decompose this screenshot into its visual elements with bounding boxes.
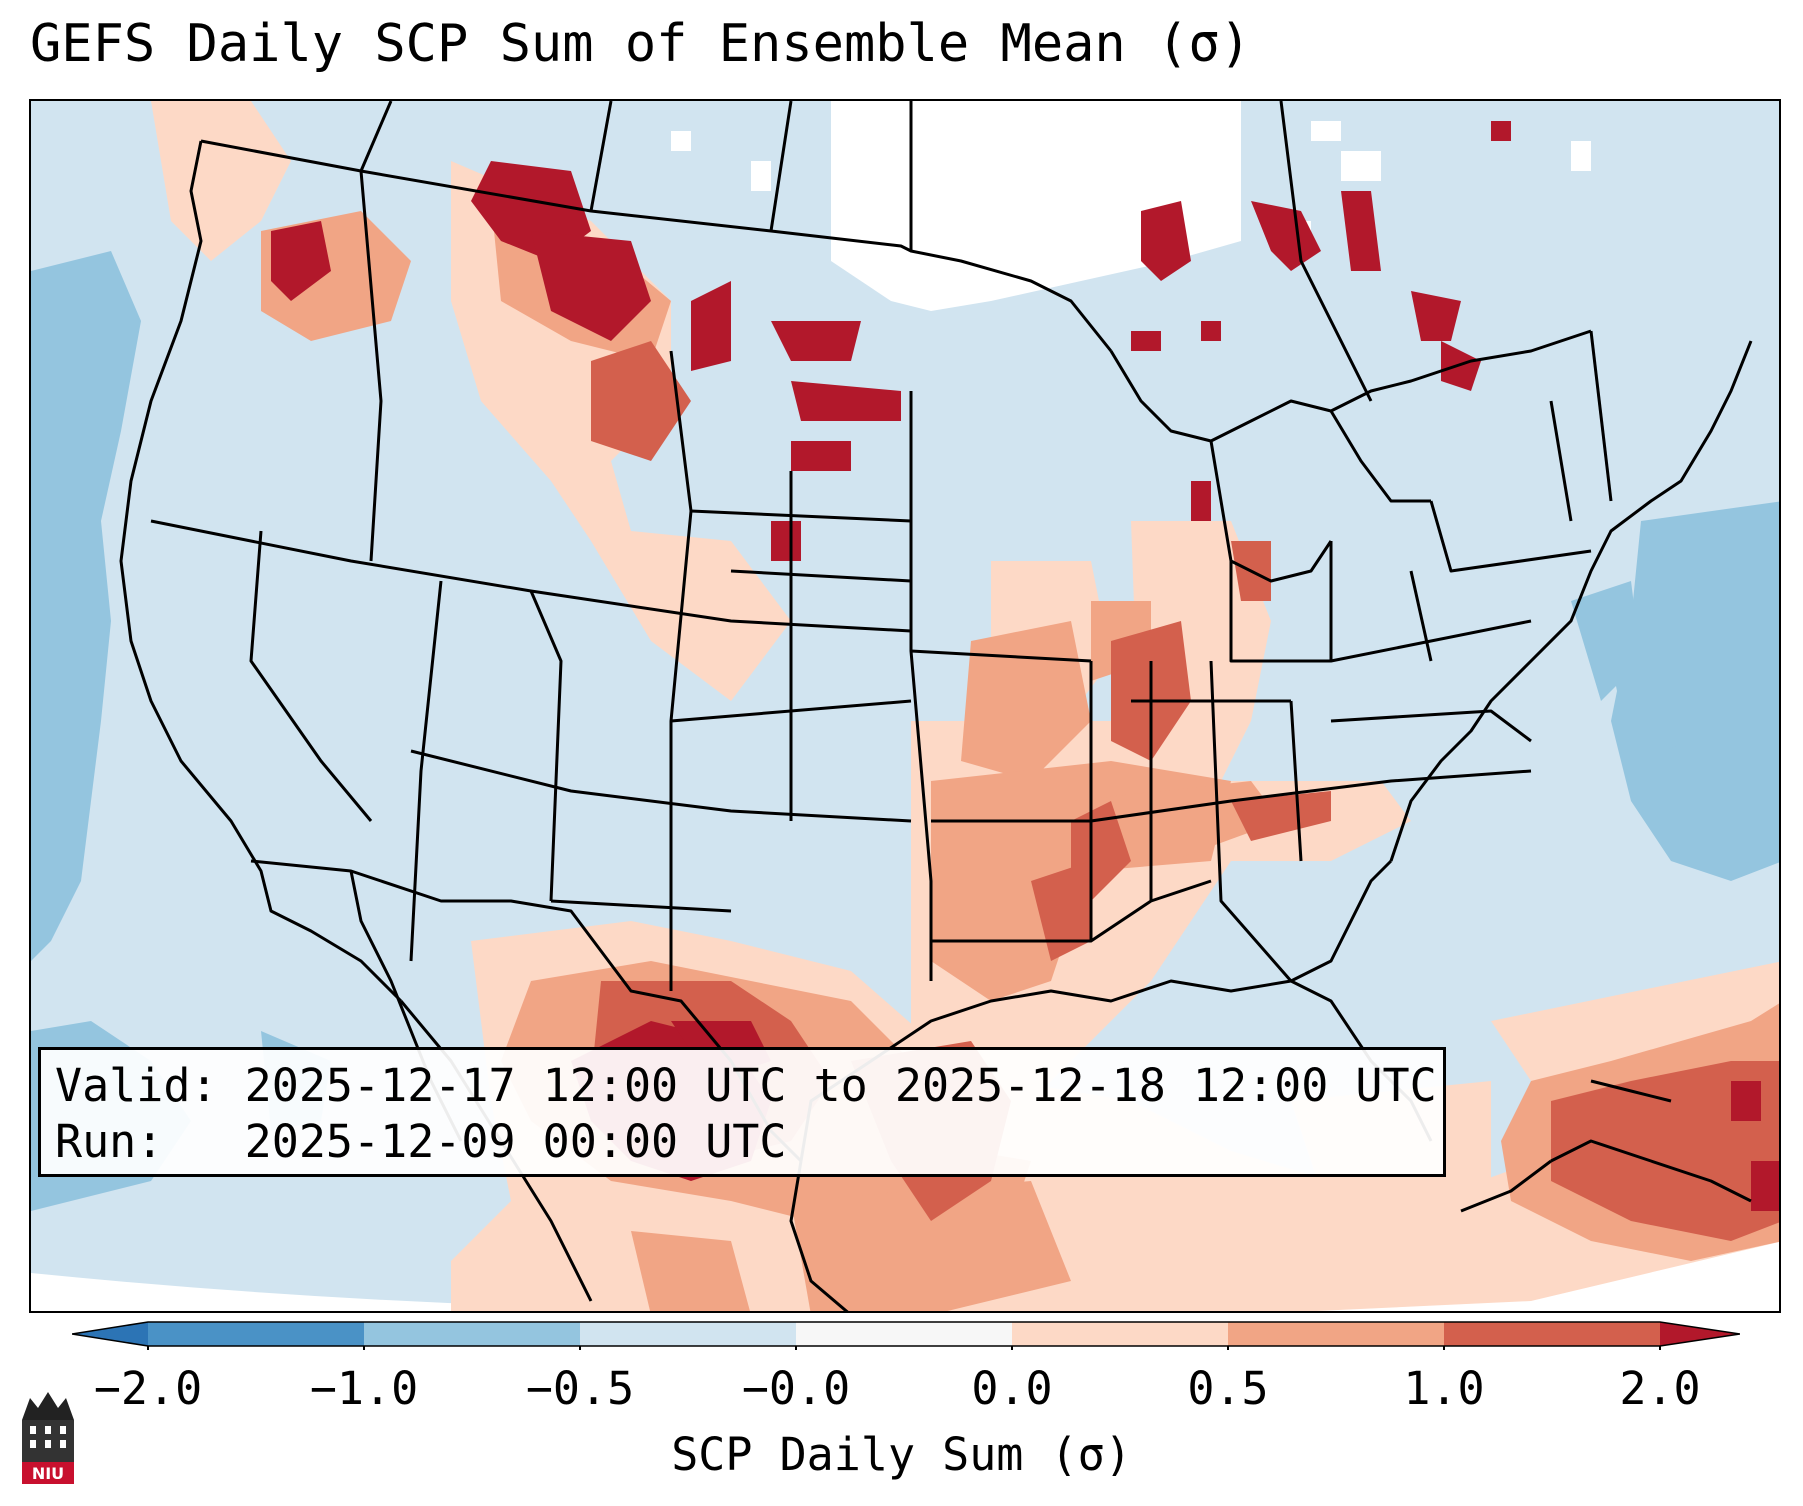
colorbar-tick-label: 1.0 (1403, 1362, 1485, 1415)
colorbar-tick-label: −0.0 (741, 1362, 851, 1415)
colorbar-label: SCP Daily Sum (σ) (671, 1428, 1132, 1481)
colorbar-tick-label: −0.5 (525, 1362, 635, 1415)
colorbar-segment-3 (580, 1322, 796, 1346)
colorbar (72, 1321, 1740, 1350)
colorbar-tick-label: −1.0 (309, 1362, 419, 1415)
colorbar-segment-4 (796, 1322, 1012, 1346)
run-time-text: Run: 2025-12-09 00:00 UTC (55, 1115, 787, 1168)
colorbar-tick-label: 0.0 (971, 1362, 1053, 1415)
colorbar-segment-5 (1012, 1322, 1228, 1346)
colorbar-tick-label: −2.0 (93, 1362, 203, 1415)
valid-run-infobox: Valid: 2025-12-17 12:00 UTC to 2025-12-1… (38, 1047, 1446, 1177)
colorbar-segment-2 (364, 1322, 580, 1346)
boundaries (119, 101, 1753, 1311)
logo-text: NIU (32, 1464, 64, 1483)
colorbar-tick-label: 0.5 (1187, 1362, 1269, 1415)
colorbar-extend-low (72, 1322, 148, 1346)
colorbar-segment-1 (148, 1322, 364, 1346)
niu-logo: NIU (22, 1392, 74, 1484)
valid-time-text: Valid: 2025-12-17 12:00 UTC to 2025-12-1… (55, 1059, 1437, 1112)
colorbar-extend-high (1660, 1322, 1740, 1346)
colorbar-segment-6 (1228, 1322, 1444, 1346)
colorbar-segment-7 (1444, 1322, 1660, 1346)
chart-title: GEFS Daily SCP Sum of Ensemble Mean (σ) (30, 14, 1251, 74)
colorbar-tick-label: 2.0 (1619, 1362, 1701, 1415)
